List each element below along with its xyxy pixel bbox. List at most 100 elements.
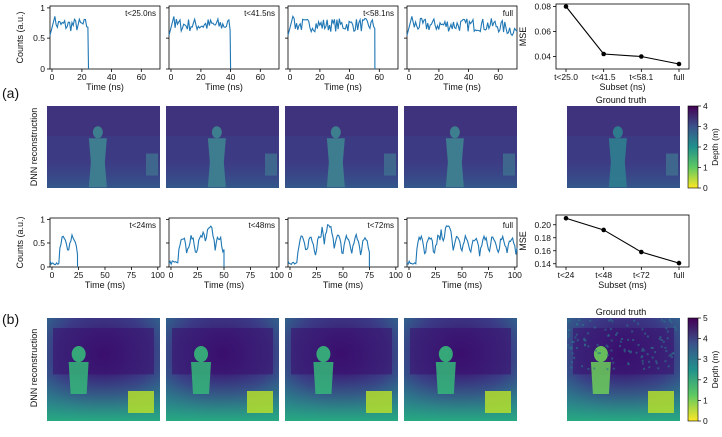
noise-speck — [643, 367, 646, 370]
mse-point-1 — [563, 4, 569, 9]
y-axis-label: MSE — [518, 231, 528, 251]
x-tick-label: 40 — [464, 72, 474, 82]
x-tick-label: 60 — [375, 72, 385, 82]
noise-speck — [664, 360, 667, 363]
noise-speck — [584, 343, 587, 346]
noise-speck — [596, 343, 599, 346]
noise-speck — [593, 367, 596, 370]
person-body — [313, 362, 334, 395]
y-axis-label: MSE — [518, 27, 528, 47]
noise-speck — [659, 336, 662, 339]
noise-speck — [651, 346, 654, 349]
depth-back-wall — [410, 328, 511, 375]
colorbar-tick-label: 0 — [703, 416, 708, 426]
section-a-mse-chart: t<25.0 t<41.5 t<58.1 full Subset (ns) 0.04 0.0… — [518, 2, 690, 92]
noise-speck — [641, 347, 644, 350]
noise-speck — [660, 345, 663, 348]
reconstruction-image-1 — [47, 106, 160, 188]
noise-speck — [593, 326, 596, 329]
noise-speck — [658, 337, 661, 340]
chair-shape — [384, 153, 396, 176]
noise-speck — [640, 356, 643, 359]
noise-speck — [662, 340, 665, 343]
reconstruction-image-4 — [404, 106, 517, 188]
noise-speck — [575, 333, 578, 336]
person-head — [612, 126, 623, 139]
noise-speck — [609, 328, 612, 331]
box-shape — [128, 391, 154, 413]
x-tick-label: t<72 — [633, 270, 650, 280]
noise-speck — [572, 340, 575, 343]
hist-panel-3: 0 25 50 75 100 Time (ms) t<72ms — [285, 217, 403, 290]
x-tick-label: 100 — [389, 270, 403, 280]
box-shape — [485, 391, 511, 413]
noise-speck — [609, 318, 612, 321]
hist-panel-4: 0 25 50 75 100 Time (ms) full — [404, 217, 522, 290]
noise-speck — [648, 360, 651, 363]
noise-speck — [605, 344, 608, 347]
x-tick-label: 75 — [365, 270, 375, 280]
person-body — [207, 138, 226, 188]
y-tick-label: 0.5 — [33, 33, 45, 43]
section-b-mse-chart: t<24 t<48 t<72 full Subset (ms) 0.14 0.16 0.18 0… — [518, 214, 690, 290]
noise-speck — [661, 318, 664, 321]
noise-speck — [654, 351, 657, 354]
noise-speck — [573, 356, 576, 359]
x-tick-label: 75 — [246, 270, 256, 280]
x-axis-label: Time (ns) — [324, 82, 362, 92]
x-axis-label: Time (ns) — [205, 82, 243, 92]
section-b-histograms: 0 25 50 75 100 Time (ms) 0 0.5 1 Counts (a.u.) t<2… — [15, 214, 522, 290]
noise-speck — [606, 368, 609, 371]
noise-speck — [651, 356, 654, 359]
noise-speck — [606, 354, 609, 357]
noise-speck — [660, 339, 663, 342]
noise-speck — [665, 350, 668, 353]
person-head — [438, 346, 453, 363]
colorbar-tick-label: 2 — [703, 142, 708, 152]
colorbar-label: Depth (m) — [710, 350, 720, 388]
noise-speck — [674, 328, 677, 331]
mse-line — [565, 6, 680, 65]
colorbar — [687, 317, 699, 422]
noise-speck — [567, 333, 570, 336]
mse-point-2 — [601, 51, 606, 57]
y-tick-label: 0 — [40, 64, 45, 74]
box-shape — [366, 391, 392, 413]
x-tick-label: 40 — [345, 72, 355, 82]
hist-frame — [287, 5, 399, 70]
noise-speck — [611, 320, 614, 323]
x-tick-label: 100 — [508, 270, 522, 280]
noise-speck — [627, 362, 630, 365]
mse-point-3 — [639, 249, 644, 255]
hist-panel-1: 0 20 40 60 Time (ns) 0 0.5 1 Counts (a.u.) t<25.0… — [15, 3, 161, 92]
noise-speck — [574, 336, 577, 339]
section-a-histograms: 0 20 40 60 Time (ns) 0 0.5 1 Counts (a.u.) t<25.0… — [15, 3, 518, 92]
noise-speck — [610, 349, 613, 352]
x-axis-label: Subset (ns) — [599, 82, 645, 92]
section-b-reconstructions: DNN reconstruction Ground truth 0 1 2 3 4 5 Dept… — [29, 307, 720, 426]
colorbar-tick-label: 1 — [703, 163, 708, 173]
chair-shape — [503, 153, 515, 176]
mse-point-2 — [601, 227, 606, 233]
noise-speck — [608, 319, 611, 322]
x-tick-label: t<24 — [558, 270, 575, 280]
subset-label: t<24ms — [130, 221, 156, 230]
mse-line — [565, 217, 680, 264]
noise-speck — [571, 340, 574, 343]
person-body — [326, 138, 345, 188]
noise-speck — [657, 367, 660, 370]
noise-speck — [633, 319, 636, 322]
noise-speck — [627, 338, 630, 341]
noise-speck — [646, 353, 649, 356]
reconstruction-image-2 — [166, 106, 279, 188]
reconstruction-image-3 — [285, 318, 398, 421]
hist-panel-3: 0 20 40 60 Time (ns) t<58.1ns — [285, 5, 399, 92]
noise-speck — [607, 334, 610, 337]
x-tick-label: 40 — [107, 72, 117, 82]
hist-panel-1: 0 25 50 75 100 Time (ms) 0 0.5 1 Counts (a.u.) t<2… — [15, 214, 165, 290]
noise-speck — [664, 346, 667, 349]
x-axis-label: Time (ms) — [323, 280, 363, 290]
colorbar-tick-label: 4 — [703, 101, 708, 111]
person-body — [445, 138, 464, 188]
reconstruction-image-2 — [166, 318, 279, 421]
